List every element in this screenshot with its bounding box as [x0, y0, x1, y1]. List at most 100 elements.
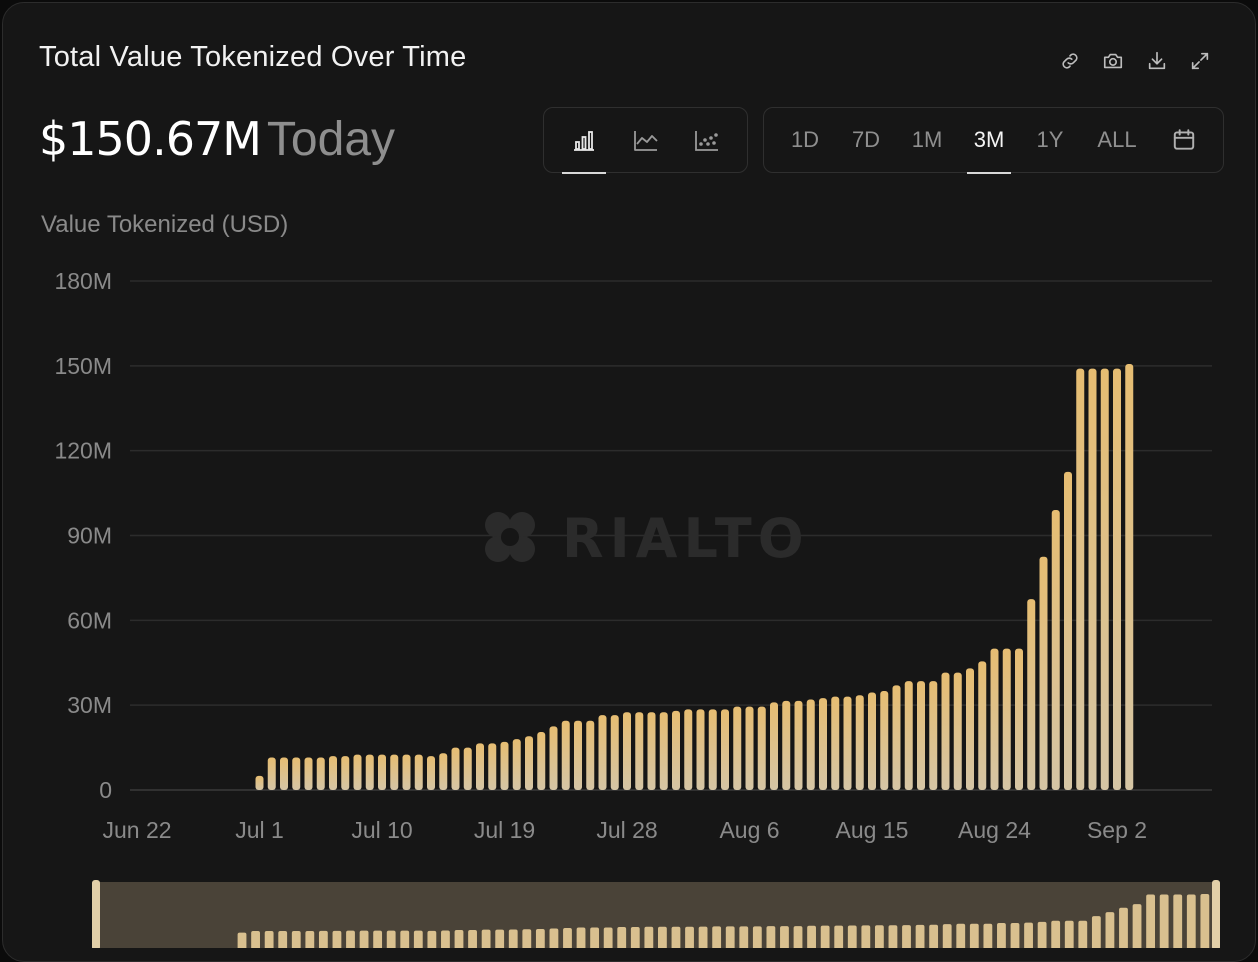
watermark-text: RIALTO — [562, 507, 810, 570]
range-1y-button[interactable]: 1Y — [1036, 127, 1064, 152]
bar — [806, 699, 815, 790]
range-7d-button[interactable]: 7D — [851, 127, 881, 152]
calendar-button[interactable] — [1162, 108, 1206, 172]
bar — [402, 754, 411, 790]
scatter-chart-button[interactable] — [685, 108, 729, 172]
camera-icon[interactable] — [1099, 47, 1127, 75]
brush-bar — [576, 927, 586, 948]
brush-bar — [549, 928, 559, 948]
chart-type-selector — [543, 107, 748, 173]
calendar-icon — [1173, 129, 1195, 150]
brush-handle-right[interactable] — [1212, 880, 1220, 948]
bar — [745, 706, 754, 790]
brush-bar — [590, 927, 600, 948]
link-icon[interactable] — [1056, 47, 1084, 75]
bar — [610, 715, 619, 790]
x-tick-label: Jul 1 — [235, 817, 284, 843]
brush-bar — [902, 925, 911, 948]
bar — [561, 720, 570, 790]
x-tick-label: Sep 2 — [1087, 817, 1147, 843]
bar — [280, 757, 288, 790]
bar — [672, 710, 680, 790]
bar — [855, 695, 864, 790]
y-tick-label: 90M — [67, 523, 112, 549]
bar — [267, 757, 276, 790]
bar — [1039, 556, 1048, 790]
bar — [929, 681, 938, 790]
brush-bar — [942, 924, 952, 948]
bar — [1015, 648, 1023, 790]
bar — [451, 747, 460, 790]
bar — [1027, 599, 1036, 790]
brush-bar — [1159, 894, 1169, 948]
bar — [880, 691, 889, 790]
brush-bar — [739, 926, 749, 948]
y-tick-label: 180M — [54, 268, 112, 294]
time-range-selector: 1D 7D 1M 3M 1Y ALL — [763, 107, 1224, 173]
brush-bar — [698, 926, 708, 948]
bar — [1125, 363, 1134, 790]
bar — [733, 706, 742, 790]
brush-bar — [400, 930, 410, 948]
range-1m-button[interactable]: 1M — [911, 127, 943, 152]
bar — [353, 754, 362, 790]
brush-bar — [373, 930, 383, 948]
y-tick-label: 120M — [54, 438, 112, 464]
brush-bar — [305, 930, 315, 948]
bar — [904, 681, 913, 790]
brush-bar — [807, 925, 816, 948]
brush-bar — [1173, 894, 1183, 948]
range-brush[interactable] — [92, 880, 1220, 948]
brush-bar — [346, 930, 355, 948]
x-axis-ticks: Jun 22 Jul 1 Jul 10 Jul 19 Jul 28 Aug 6 Aug 15… — [102, 817, 1147, 843]
bar — [684, 709, 693, 790]
brush-bar — [685, 926, 694, 948]
bar — [316, 757, 325, 790]
bar — [304, 757, 313, 790]
line-chart-button[interactable] — [624, 108, 668, 172]
bar — [341, 756, 350, 790]
range-3m-button[interactable]: 3M — [966, 108, 1012, 172]
brush-bar — [712, 926, 722, 948]
brush-bar — [997, 922, 1006, 948]
brush-bar — [630, 926, 640, 948]
bar — [868, 692, 876, 790]
y-tick-label: 150M — [54, 353, 112, 379]
bar — [476, 743, 484, 790]
rialto-watermark: RIALTO — [485, 507, 810, 570]
range-1d-button[interactable]: 1D — [790, 127, 820, 152]
bar — [953, 672, 962, 790]
y-tick-label: 0 — [99, 777, 112, 803]
grid-lines — [130, 280, 1212, 791]
brush-bar — [413, 930, 423, 948]
range-all-button[interactable]: ALL — [1097, 127, 1137, 152]
brush-bar — [291, 930, 301, 948]
bar — [782, 700, 791, 790]
brush-bar — [1146, 894, 1156, 948]
download-icon[interactable] — [1143, 47, 1171, 75]
brush-bar — [1064, 920, 1074, 948]
brush-handle-left[interactable] — [92, 880, 100, 948]
brush-bar — [1078, 920, 1088, 948]
bar — [1100, 368, 1109, 790]
y-axis-label: Value Tokenized (USD) — [41, 211, 289, 238]
chart-title: Total Value Tokenized Over Time — [39, 41, 467, 73]
brush-bar — [332, 930, 342, 948]
brush-bar — [1010, 922, 1020, 948]
bar-chart-button[interactable] — [562, 108, 606, 172]
bar — [659, 712, 668, 790]
x-tick-label: Aug 6 — [719, 817, 779, 843]
bar — [549, 726, 558, 790]
total-value: $150.67M — [39, 112, 262, 166]
y-axis-ticks: 0 30M 60M 90M 120M 150M 180M — [54, 268, 112, 803]
expand-icon[interactable] — [1186, 47, 1214, 75]
y-tick-label: 60M — [67, 607, 112, 633]
x-tick-label: Aug 24 — [958, 817, 1031, 843]
brush-bar — [658, 926, 667, 948]
brush-bar — [725, 926, 735, 948]
bar — [463, 747, 472, 790]
brush-bar — [603, 927, 613, 948]
brush-bar — [834, 925, 844, 948]
bar — [378, 754, 386, 790]
